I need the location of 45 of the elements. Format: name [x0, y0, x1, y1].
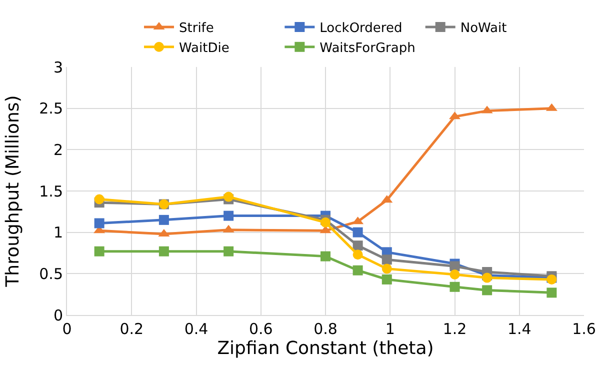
point	[382, 254, 392, 265]
point	[352, 265, 363, 276]
legend-label: LockOrdered	[320, 21, 402, 36]
point	[320, 217, 330, 228]
x-tick-label: 0.2	[120, 320, 144, 338]
point	[94, 246, 104, 256]
y-tick-label: 2.5	[39, 100, 63, 118]
y-tick-label: 3	[53, 58, 63, 76]
point	[158, 246, 169, 256]
x-tick-label: 0.6	[248, 320, 273, 338]
point	[224, 210, 234, 221]
y-tick-label: 1	[53, 224, 63, 242]
x-tick-label: 1.6	[572, 320, 596, 338]
y-tick-label: 0	[53, 306, 63, 324]
legend-label: NoWait	[460, 21, 507, 36]
y-tick-label: 0.5	[39, 264, 63, 283]
x-tick-label: 0.8	[314, 320, 338, 338]
point	[352, 240, 363, 251]
point	[450, 261, 460, 272]
point	[352, 250, 363, 260]
x-axis-title: Zipfian Constant (theta)	[217, 338, 434, 359]
point	[482, 285, 492, 296]
point	[382, 274, 392, 284]
point	[450, 282, 460, 292]
y-axis-title: Throughput (Millions)	[2, 95, 24, 288]
point	[94, 194, 104, 204]
legend-label: Strife	[179, 21, 214, 36]
point	[450, 269, 460, 280]
point	[352, 227, 363, 238]
legend-label: WaitsForGraph	[320, 40, 416, 56]
x-tick-label: 1.4	[507, 320, 532, 338]
point	[224, 192, 234, 202]
x-tick-label: 1.2	[442, 320, 467, 338]
point	[158, 214, 169, 225]
point	[382, 264, 392, 274]
legend-label: WaitDie	[179, 40, 230, 56]
point	[224, 246, 234, 256]
point	[320, 251, 330, 262]
x-tick-label: 0.4	[184, 320, 208, 338]
point	[482, 272, 492, 283]
x-tick-label: 1	[385, 320, 395, 338]
point	[94, 218, 104, 228]
y-tick-label: 2	[53, 140, 63, 159]
point	[546, 288, 557, 298]
y-tick-label: 1.5	[39, 182, 63, 200]
